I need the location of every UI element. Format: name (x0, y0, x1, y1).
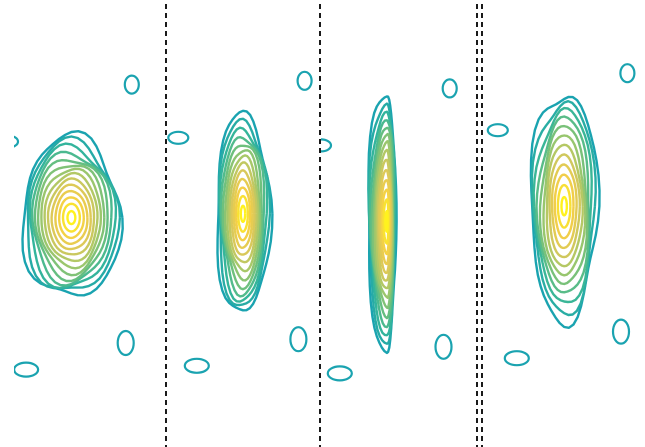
panel-1-contour-level-3 (28, 142, 118, 290)
panel-2-contour-level-12 (236, 194, 250, 233)
panel-4-contour-level-4 (535, 115, 590, 294)
panel-3-contour-level-12 (380, 188, 391, 256)
panel-2-side-contour-2 (289, 326, 308, 353)
panel-2-side-contour-1 (167, 130, 190, 145)
panel-2-contour-level-8 (228, 161, 258, 264)
panel-4 (486, 63, 636, 367)
panel-3-contour-level-11 (379, 179, 391, 266)
panel-1 (14, 74, 140, 378)
panel-3-contour-level-8 (375, 148, 393, 290)
panel-3-side-contour-2 (434, 333, 453, 360)
panel-4-contour-level-3 (532, 106, 593, 304)
panel-2-contour-level-4 (219, 135, 266, 298)
panel-2-contour-level-9 (230, 169, 256, 256)
panel-1-contour-level-14 (66, 209, 77, 226)
panel-4-contour-level-7 (545, 143, 584, 268)
panel-3-contour-level-10 (378, 168, 392, 275)
panel-1-contour-level-5 (33, 158, 109, 283)
panel-3-contour-level-6 (372, 132, 395, 310)
panel-3-contour-level-9 (376, 158, 393, 282)
panel-4-contour-level-12 (560, 195, 568, 217)
panel-1-contour-level-7 (40, 167, 103, 270)
panel-2-contour-level-13 (239, 204, 247, 224)
panel-4-contour-level-8 (548, 153, 581, 259)
panel-1-contour-level-13 (61, 202, 82, 233)
panel-3-side-contour-1 (321, 138, 333, 153)
panel-4-side-contour-1 (486, 123, 509, 138)
panel-3-contour-level-5 (370, 126, 395, 320)
panel-2-contour-level-10 (232, 177, 254, 250)
panel-1-side-contour-1 (14, 135, 20, 148)
panel-2-contour-level-6 (223, 149, 262, 282)
panel-2-contour-level-7 (226, 154, 260, 273)
panel-1-contour-level-2 (26, 135, 122, 290)
panel-1-contour-level-10 (50, 183, 92, 251)
panel-3-side-contour-4 (441, 78, 458, 99)
panel-1-contour-level-6 (36, 164, 106, 277)
panel-3-contour-level-14 (384, 209, 389, 233)
panel-4-contour-level-5 (538, 124, 589, 286)
panel-2-contour-level-11 (234, 186, 252, 242)
panel-2-side-contour-4 (296, 70, 313, 91)
panel-1-contour-level-8 (43, 171, 99, 263)
panel-separators (165, 4, 483, 447)
panel-1-contour-level-12 (58, 196, 85, 240)
panel-3-contour-level-7 (373, 139, 394, 299)
panel-3-contour-level-4 (368, 119, 395, 329)
panel-1-contour-level-4 (31, 150, 113, 287)
panel-4-side-contour-2 (611, 318, 631, 345)
panel-4-contour-level-10 (553, 173, 575, 240)
panel-1-side-contour-4 (123, 74, 140, 95)
panel-2-contour-level-5 (221, 144, 263, 291)
panel-4-contour-level-9 (550, 163, 578, 250)
panel-4-side-contour-3 (503, 350, 530, 367)
panel-3-side-contour-3 (326, 365, 353, 382)
panel-3-contour-level-13 (382, 198, 390, 245)
panel-1-contour-level-9 (46, 177, 96, 256)
panel-3 (321, 78, 458, 382)
panel-4-side-contour-4 (619, 63, 636, 84)
panel-4-contour-level-11 (556, 183, 572, 229)
panel-2-side-contour-3 (183, 357, 210, 374)
panel-4-contour-level-6 (542, 134, 587, 277)
panel-1-side-contour-3 (14, 361, 40, 378)
panel-1-side-contour-2 (116, 329, 135, 357)
panel-2-contour-level-1 (216, 109, 274, 312)
panel-2 (167, 70, 313, 374)
panel-1-contour-level-11 (54, 189, 89, 246)
panel-1-contour-level-1 (21, 129, 124, 297)
contour-panels (14, 63, 636, 382)
